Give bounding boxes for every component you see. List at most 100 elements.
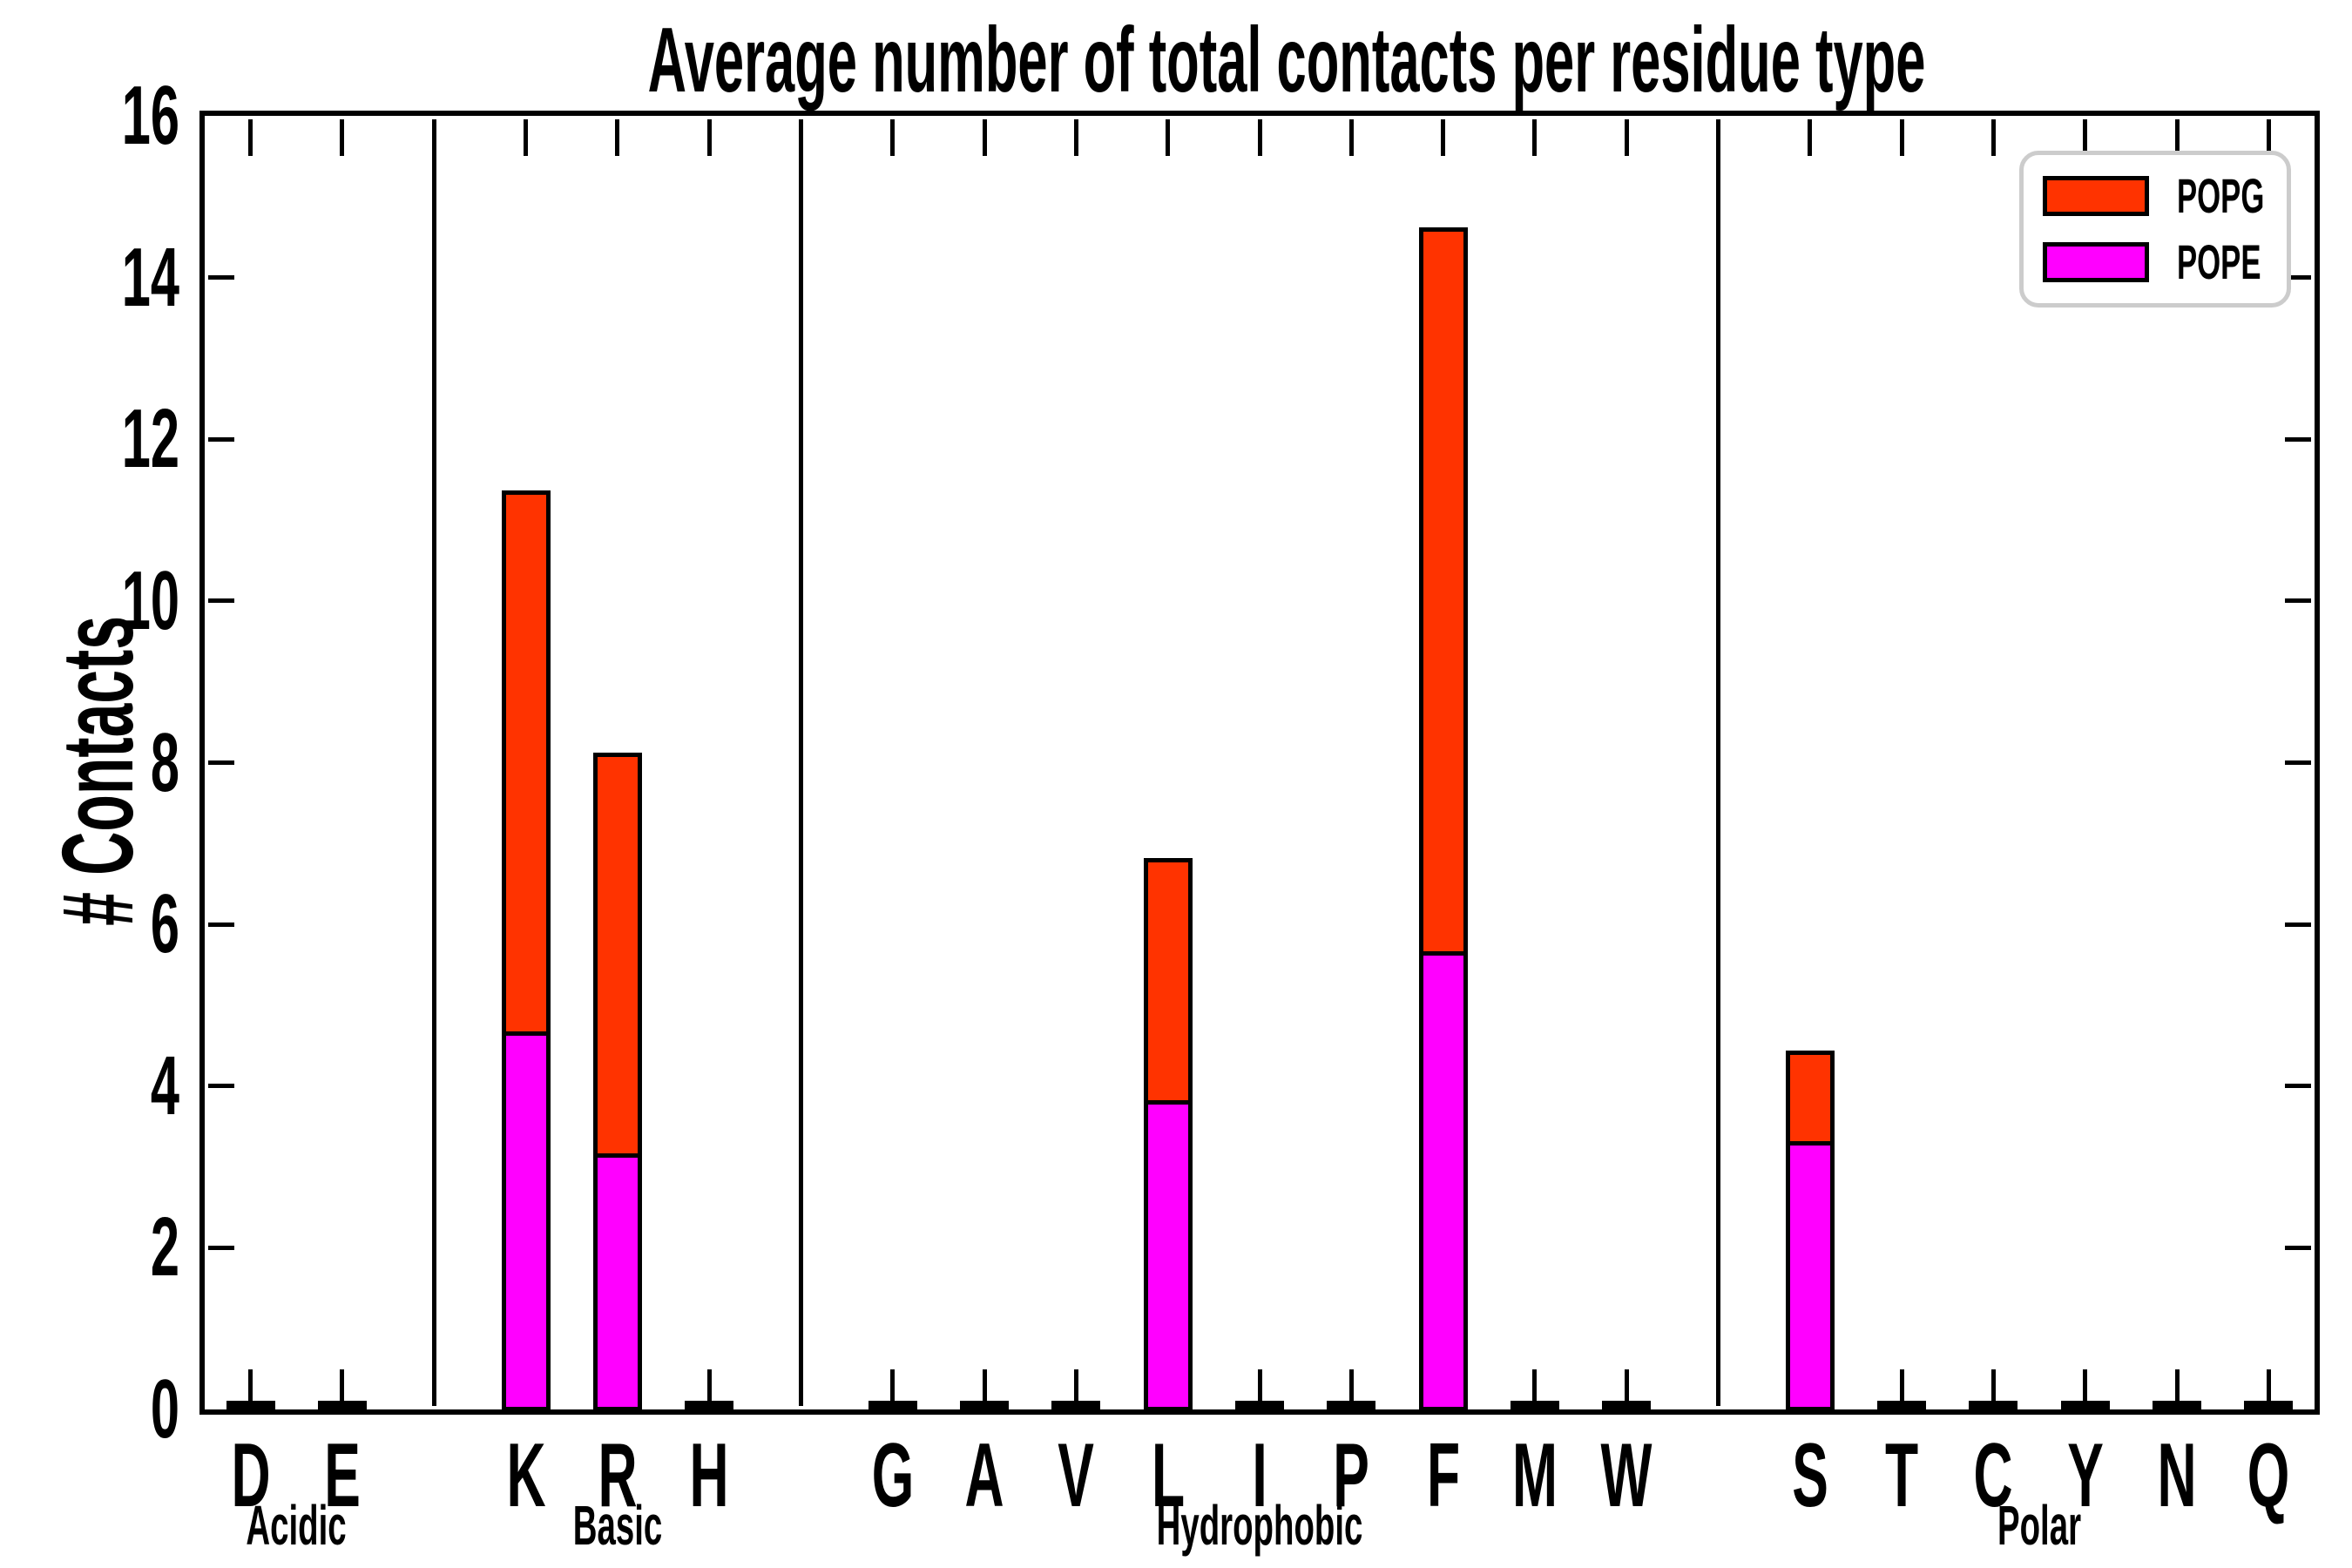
bar-H (685, 1400, 734, 1411)
x-tick-top (524, 119, 529, 156)
x-tick-top (1073, 119, 1078, 156)
x-tick-top (706, 119, 712, 156)
bar-N (2153, 1400, 2202, 1411)
group-label-hydrophobic: Hydrophobic (1156, 1494, 1363, 1557)
x-tick (1073, 1369, 1078, 1406)
x-tick-top (2266, 119, 2271, 156)
y-tick-label-8: 8 (150, 715, 179, 809)
bar-Q (2244, 1400, 2294, 1411)
legend-label-pope: POPE (2177, 233, 2261, 289)
x-tick-label-M: M (1511, 1425, 1558, 1526)
x-tick-label-H: H (689, 1425, 729, 1526)
legend: POPG POPE (2019, 151, 2291, 308)
group-label-polar: Polar (1997, 1494, 2082, 1557)
x-tick-label-V: V (1058, 1425, 1095, 1526)
x-tick-top (982, 119, 987, 156)
y-tick-left (208, 1084, 234, 1089)
x-tick-top (615, 119, 620, 156)
x-tick (248, 1369, 253, 1406)
y-tick-label-0: 0 (150, 1362, 179, 1456)
bar-C (1969, 1400, 2018, 1411)
bar-W (1602, 1400, 1652, 1411)
x-tick-top (1348, 119, 1354, 156)
x-tick (890, 1369, 896, 1406)
bar-Y (2060, 1400, 2110, 1411)
x-tick-top (1990, 119, 1996, 156)
y-tick-left (208, 436, 234, 442)
y-tick-label-16: 16 (121, 69, 179, 162)
x-tick (982, 1369, 987, 1406)
y-tick-left (208, 275, 234, 280)
bar-E (317, 1400, 367, 1411)
x-tick (1899, 1369, 1904, 1406)
y-tick-label-2: 2 (150, 1200, 179, 1294)
x-tick (2083, 1369, 2088, 1406)
x-tick-label-N: N (2157, 1425, 2197, 1526)
legend-item-popg: POPG (2043, 172, 2287, 220)
x-tick-label-A: A (964, 1425, 1004, 1526)
y-tick-label-12: 12 (121, 392, 179, 486)
x-tick-label-E: E (324, 1425, 361, 1526)
bar-L-pope (1143, 1100, 1193, 1411)
x-tick-label-K: K (506, 1425, 546, 1526)
legend-label-popg: POPG (2177, 168, 2265, 224)
x-tick-top (1624, 119, 1629, 156)
bar-D (226, 1400, 275, 1411)
x-tick-top (2083, 119, 2088, 156)
y-tick-right (2285, 1084, 2311, 1089)
chart-title: Average number of total contacts per res… (647, 9, 1926, 112)
x-tick-label-C: C (1973, 1425, 2013, 1526)
bar-F-popg (1418, 226, 1468, 951)
x-tick-top (1257, 119, 1262, 156)
bar-P (1327, 1400, 1376, 1411)
y-tick-left (208, 922, 234, 927)
x-tick-label-S: S (1792, 1425, 1828, 1526)
legend-swatch-popg (2043, 176, 2149, 217)
y-tick-right (2285, 598, 2311, 604)
bar-K-pope (501, 1031, 551, 1411)
x-tick-label-I: I (1252, 1425, 1267, 1526)
bar-L-popg (1143, 857, 1193, 1101)
y-tick-left (208, 598, 234, 604)
x-tick-label-G: G (871, 1425, 915, 1526)
y-tick-right (2285, 760, 2311, 765)
x-tick-label-Q: Q (2247, 1425, 2290, 1526)
y-tick-label-10: 10 (121, 553, 179, 647)
group-label-acidic: Acidic (246, 1494, 347, 1557)
x-tick (2174, 1369, 2180, 1406)
x-tick-top (340, 119, 345, 156)
y-tick-left (208, 760, 234, 765)
x-tick-top (1441, 119, 1446, 156)
x-tick (1624, 1369, 1629, 1406)
bar-G (868, 1400, 917, 1411)
x-tick (1532, 1369, 1538, 1406)
y-tick-right (2285, 275, 2311, 280)
x-tick (1348, 1369, 1354, 1406)
x-tick-label-Y: Y (2066, 1425, 2104, 1526)
plot-frame (199, 111, 2320, 1415)
bar-T (1877, 1400, 1927, 1411)
y-tick-label-6: 6 (150, 877, 179, 971)
bar-F-pope (1418, 950, 1468, 1411)
y-tick-left (208, 1245, 234, 1250)
bar-K-popg (501, 490, 551, 1032)
group-label-basic: Basic (572, 1494, 663, 1557)
y-tick-right (2285, 1245, 2311, 1250)
x-tick-label-P: P (1333, 1425, 1370, 1526)
bar-A (960, 1400, 1010, 1411)
x-tick-top (1808, 119, 1813, 156)
y-tick-label-4: 4 (150, 1038, 179, 1132)
x-tick-top (1899, 119, 1904, 156)
bar-I (1235, 1400, 1284, 1411)
bar-M (1510, 1400, 1559, 1411)
x-tick (2266, 1369, 2271, 1406)
x-tick (706, 1369, 712, 1406)
y-tick-right (2285, 436, 2311, 442)
x-tick-label-T: T (1885, 1425, 1919, 1526)
bar-S-popg (1785, 1050, 1835, 1141)
bar-R-popg (592, 753, 642, 1153)
y-tick-label-14: 14 (121, 230, 179, 324)
x-tick-label-F: F (1426, 1425, 1460, 1526)
group-separator (798, 119, 803, 1406)
